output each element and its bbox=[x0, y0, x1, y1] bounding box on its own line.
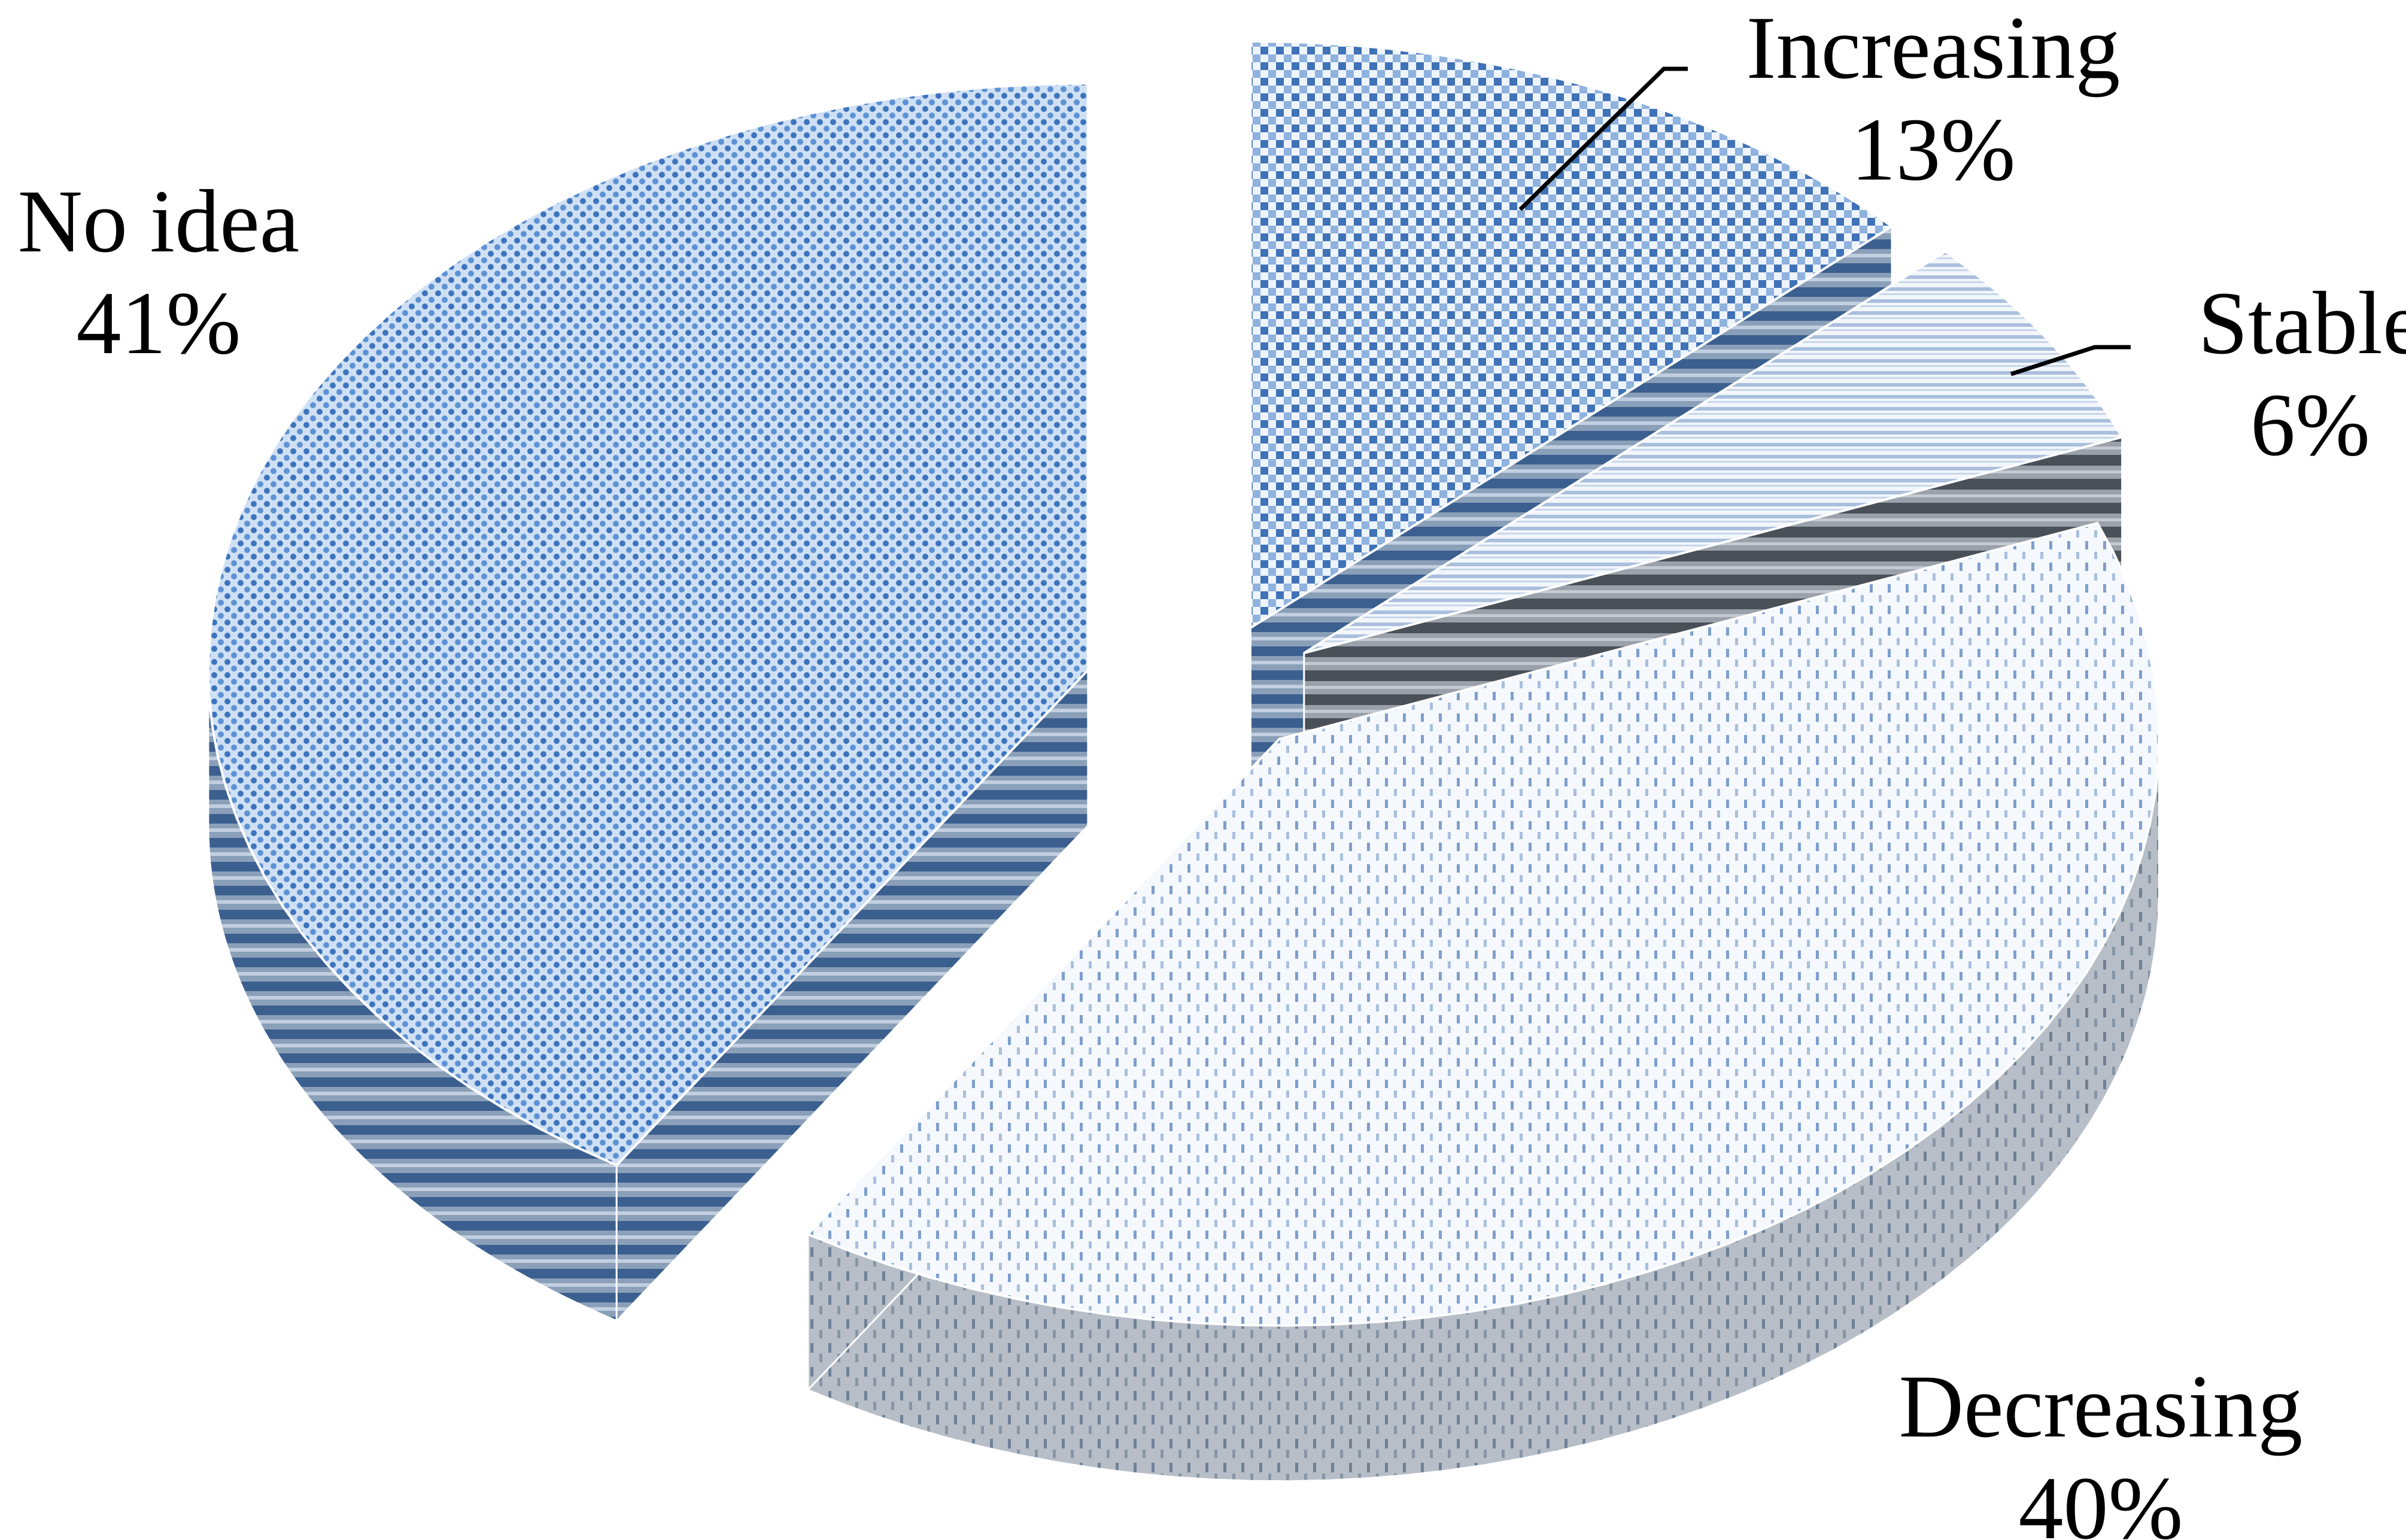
data-label-value-decreasing: 40% bbox=[2019, 1459, 2183, 1540]
slice-top-decreasing bbox=[806, 521, 2161, 1327]
slice-top-increasing bbox=[1249, 40, 1894, 630]
data-label-value-stable: 6% bbox=[2250, 375, 2370, 475]
slice-top-no-idea bbox=[207, 82, 1089, 1167]
slice-no-idea bbox=[207, 82, 1089, 1323]
slice-decreasing bbox=[806, 521, 2161, 1483]
data-label-value-no-idea: 41% bbox=[77, 274, 241, 373]
data-label-name-decreasing: Decreasing bbox=[1899, 1357, 2303, 1456]
data-label-name-increasing: Increasing bbox=[1746, 0, 2121, 98]
leader-line-increasing bbox=[1518, 66, 1688, 211]
data-label-name-stable: Stable bbox=[2198, 274, 2406, 373]
data-label-value-increasing: 13% bbox=[1851, 100, 2016, 199]
leader-line-stable bbox=[2010, 345, 2131, 376]
data-label-name-no-idea: No idea bbox=[18, 172, 300, 271]
slice-top-stable bbox=[1303, 250, 2124, 654]
